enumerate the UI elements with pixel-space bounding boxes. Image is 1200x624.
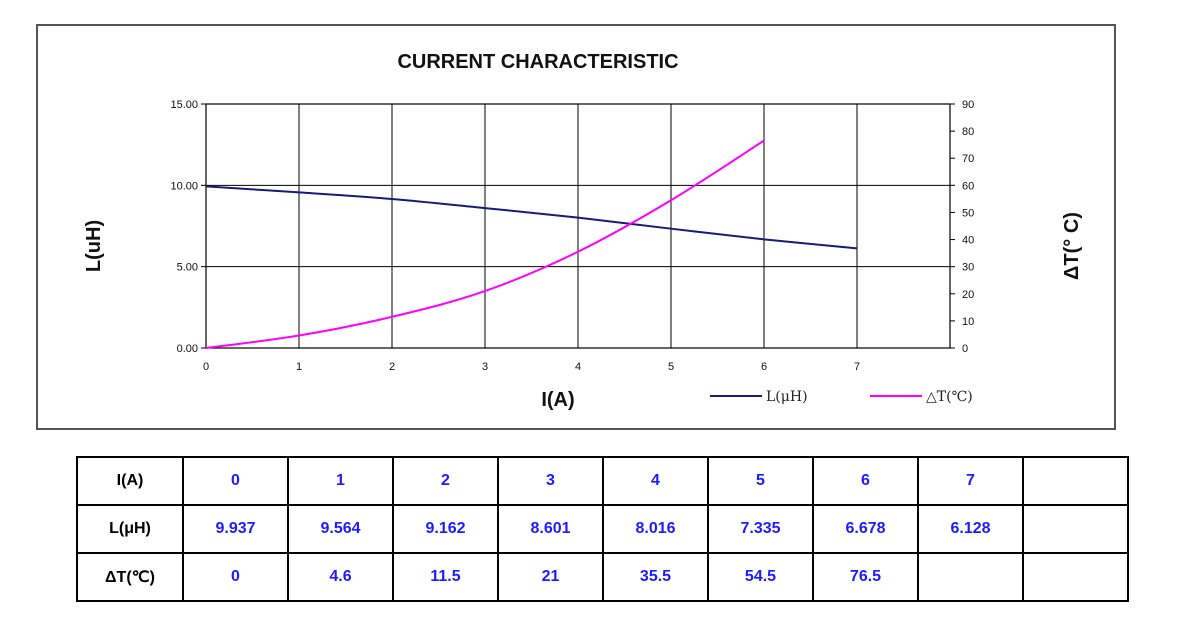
series-line-inductance <box>205 185 858 250</box>
y-right-tick-label: 30 <box>962 262 974 274</box>
series-layer <box>205 139 858 349</box>
x-tick-label: 6 <box>761 361 767 373</box>
legend: L(μH) △T(℃) <box>710 389 973 405</box>
table-cell <box>1022 504 1129 554</box>
table-cell: 9.162 <box>392 504 499 554</box>
table-cell: 0 <box>182 552 289 602</box>
y-left-tick-label: 15.00 <box>170 99 198 111</box>
x-tick-label: 7 <box>854 361 860 373</box>
chart-title: CURRENT CHARACTERISTIC <box>397 51 678 73</box>
table-cell: 0 <box>182 456 289 506</box>
y-left-tick-label: 0.00 <box>177 343 198 355</box>
table-cell <box>1022 552 1129 602</box>
table-cell: 54.5 <box>707 552 814 602</box>
y-axis-left-label: L(uH) <box>83 220 105 272</box>
y-left-tick-label: 5.00 <box>177 262 198 274</box>
table-cell: 6.128 <box>917 504 1024 554</box>
chart-svg: CURRENT CHARACTERISTIC 0 1 2 3 4 5 6 7 0.00 5.00 1… <box>83 51 1083 411</box>
table-cell: 76.5 <box>812 552 919 602</box>
legend-label-inductance: L(μH) <box>766 389 808 405</box>
y-right-tick-label: 90 <box>962 99 974 111</box>
y-right-tick-label: 10 <box>962 316 974 328</box>
x-axis-label: I(A) <box>541 389 574 411</box>
table-cell: 2 <box>392 456 499 506</box>
row-header: ΔT(℃) <box>76 552 184 602</box>
tick-layer: 0 1 2 3 4 5 6 7 0.00 5.00 10.00 15.00 0 10 20 30 40 50 60 7… <box>170 99 974 373</box>
table-cell <box>1022 456 1129 506</box>
table-cell: 6.678 <box>812 504 919 554</box>
y-right-tick-label: 40 <box>962 235 974 247</box>
row-header: L(μH) <box>76 504 184 554</box>
series-line-temperature <box>205 139 765 349</box>
legend-label-temperature: △T(℃) <box>926 389 973 405</box>
table-cell: 6 <box>812 456 919 506</box>
table-cell: 7 <box>917 456 1024 506</box>
x-tick-label: 1 <box>296 361 302 373</box>
table-row: ΔT(℃) 0 4.6 11.5 21 35.5 54.5 76.5 <box>76 552 1129 602</box>
table-cell: 21 <box>497 552 604 602</box>
x-tick-label: 5 <box>668 361 674 373</box>
table-cell: 1 <box>287 456 394 506</box>
y-right-tick-label: 20 <box>962 289 974 301</box>
y-right-tick-label: 80 <box>962 126 974 138</box>
table-cell: 8.016 <box>602 504 709 554</box>
table-cell: 9.937 <box>182 504 289 554</box>
chart-frame: CURRENT CHARACTERISTIC 0 1 2 3 4 5 6 7 0.00 5.00 1… <box>36 24 1116 430</box>
table-cell <box>917 552 1024 602</box>
y-right-tick-label: 60 <box>962 180 974 192</box>
table-row: I(A) 0 1 2 3 4 5 6 7 <box>76 456 1129 506</box>
y-right-tick-label: 70 <box>962 153 974 165</box>
table-cell: 11.5 <box>392 552 499 602</box>
table-cell: 5 <box>707 456 814 506</box>
y-right-tick-label: 0 <box>962 343 968 355</box>
table-cell: 7.335 <box>707 504 814 554</box>
y-right-tick-label: 50 <box>962 207 974 219</box>
table-row: L(μH) 9.937 9.564 9.162 8.601 8.016 7.335 6.678… <box>76 504 1129 554</box>
x-tick-label: 0 <box>203 361 209 373</box>
table-body: I(A) 0 1 2 3 4 5 6 7 L(μH) 9.937 9.564 9.162 8.601 8.0… <box>76 456 1129 602</box>
x-tick-label: 2 <box>389 361 395 373</box>
table-cell: 4 <box>602 456 709 506</box>
x-tick-label: 3 <box>482 361 488 373</box>
table-cell: 9.564 <box>287 504 394 554</box>
table-cell: 35.5 <box>602 552 709 602</box>
data-table: I(A) 0 1 2 3 4 5 6 7 L(μH) 9.937 9.564 9.162 8.601 8.0… <box>76 456 1129 602</box>
row-header: I(A) <box>76 456 184 506</box>
table-cell: 4.6 <box>287 552 394 602</box>
x-tick-label: 4 <box>575 361 581 373</box>
y-axis-right-label: ΔT(° C) <box>1061 212 1083 280</box>
table-cell: 8.601 <box>497 504 604 554</box>
y-left-tick-label: 10.00 <box>170 180 198 192</box>
grid-layer <box>205 103 951 349</box>
table-cell: 3 <box>497 456 604 506</box>
